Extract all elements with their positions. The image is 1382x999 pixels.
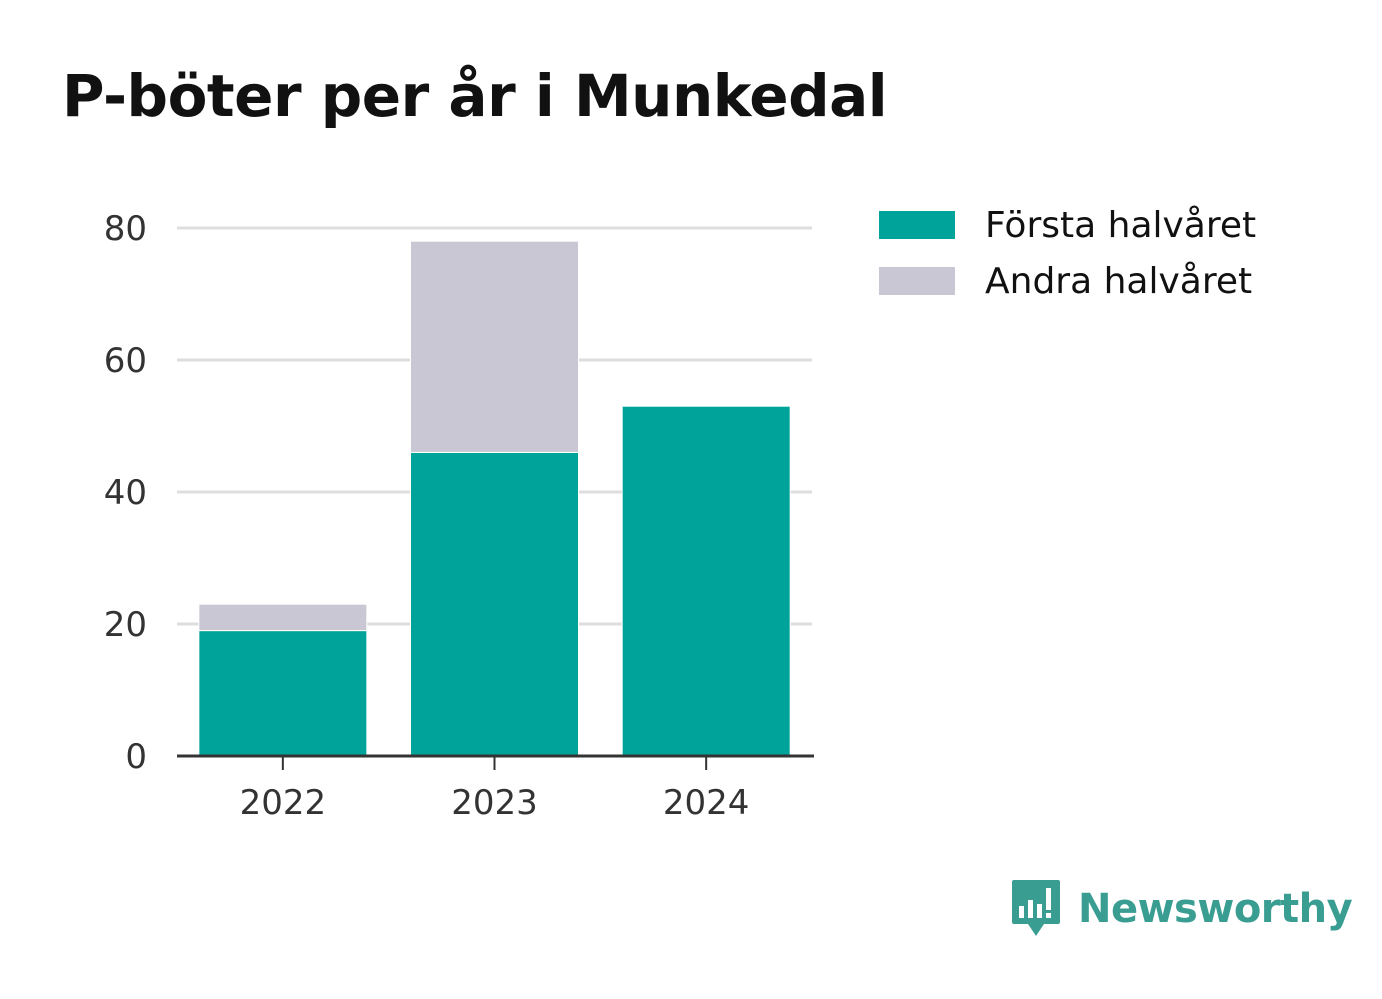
bar-2023-first-half <box>410 451 579 757</box>
bars <box>198 240 791 757</box>
x-tick-label: 2022 <box>240 783 327 823</box>
x-tick-label: 2024 <box>663 783 750 823</box>
chart-title: P-böter per år i Munkedal <box>62 62 888 130</box>
bar-chart-speech-bubble-icon <box>1012 880 1060 936</box>
axes <box>177 754 814 770</box>
bar-2023-second-half <box>410 240 579 453</box>
y-tick-label: 0 <box>125 737 147 777</box>
legend-label-second-half: Andra halvåret <box>985 260 1253 302</box>
legend: Första halvåret Andra halvåret <box>879 197 1256 309</box>
y-tick-label: 60 <box>104 341 147 381</box>
legend-label-first-half: Första halvåret <box>985 204 1257 246</box>
bar-2022-second-half <box>198 603 368 632</box>
y-tick-label: 80 <box>104 209 147 249</box>
legend-item-second-half: Andra halvåret <box>879 253 1256 309</box>
legend-item-first-half: Första halvåret <box>879 197 1256 253</box>
tick-labels: 0 20 40 60 80 2022 2023 2024 <box>104 209 750 823</box>
brand-name: Newsworthy <box>1078 886 1353 932</box>
y-tick-label: 40 <box>104 473 147 513</box>
y-tick-label: 20 <box>104 605 147 645</box>
x-tick-label: 2023 <box>451 783 538 823</box>
bar-2024-first-half <box>621 405 791 757</box>
legend-swatch-second-half <box>879 267 955 295</box>
bar-2022-first-half <box>198 630 368 757</box>
chart-plot: 0 20 40 60 80 2022 2023 2024 <box>104 209 814 823</box>
legend-swatch-first-half <box>879 211 955 239</box>
brand-logo: Newsworthy <box>1010 878 1353 940</box>
